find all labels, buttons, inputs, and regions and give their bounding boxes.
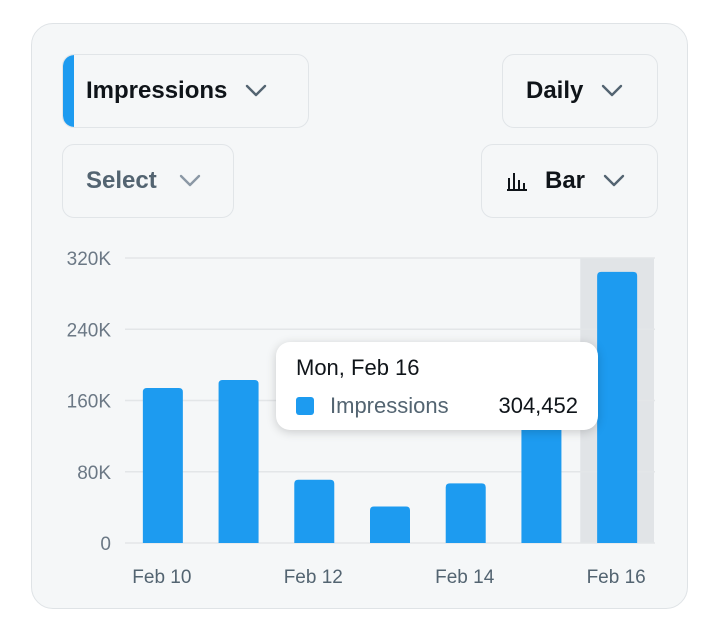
chart-tooltip: Mon, Feb 16 Impressions 304,452 (276, 342, 598, 430)
x-tick-label: Feb 10 (132, 567, 191, 588)
tooltip-series-swatch (296, 397, 314, 415)
bar-feb-13 (370, 506, 410, 543)
x-tick-label: Feb 16 (587, 567, 646, 588)
chevron-down-icon (179, 174, 201, 188)
x-tick-label: Feb 14 (435, 567, 495, 588)
y-tick-label: 80K (77, 463, 111, 484)
bar-chart-icon (507, 171, 527, 191)
bar-feb-10 (142, 388, 183, 543)
chevron-down-icon (245, 84, 267, 98)
bar-feb-14 (445, 483, 486, 543)
metric-dropdown[interactable]: Impressions (62, 54, 309, 128)
chevron-down-icon (601, 84, 623, 98)
metric-dropdown-label: Impressions (86, 77, 228, 104)
metric-accent-bar (63, 55, 74, 127)
compare-select-dropdown[interactable]: Select (62, 144, 234, 218)
bar-feb-15 (521, 420, 562, 543)
interval-dropdown-label: Daily (526, 77, 584, 104)
bar-feb-11 (218, 380, 259, 543)
tooltip-date: Mon, Feb 16 (296, 355, 420, 380)
y-tick-label: 160K (67, 392, 112, 413)
compare-select-label: Select (86, 167, 157, 194)
y-tick-label: 0 (100, 534, 111, 555)
tooltip-value: 304,452 (498, 393, 578, 418)
x-tick-label: Feb 12 (284, 567, 343, 588)
y-tick-label: 320K (67, 249, 112, 270)
y-tick-label: 240K (67, 320, 112, 341)
chevron-down-icon (603, 174, 625, 188)
tooltip-series-name: Impressions (330, 393, 449, 418)
bar-feb-12 (294, 479, 335, 543)
tooltip-series-row: Impressions 304,452 (296, 392, 578, 420)
chart-type-label: Bar (545, 167, 586, 194)
chart-type-dropdown[interactable]: Bar (481, 144, 658, 218)
bar-feb-16 (597, 271, 638, 543)
interval-dropdown[interactable]: Daily (502, 54, 658, 128)
